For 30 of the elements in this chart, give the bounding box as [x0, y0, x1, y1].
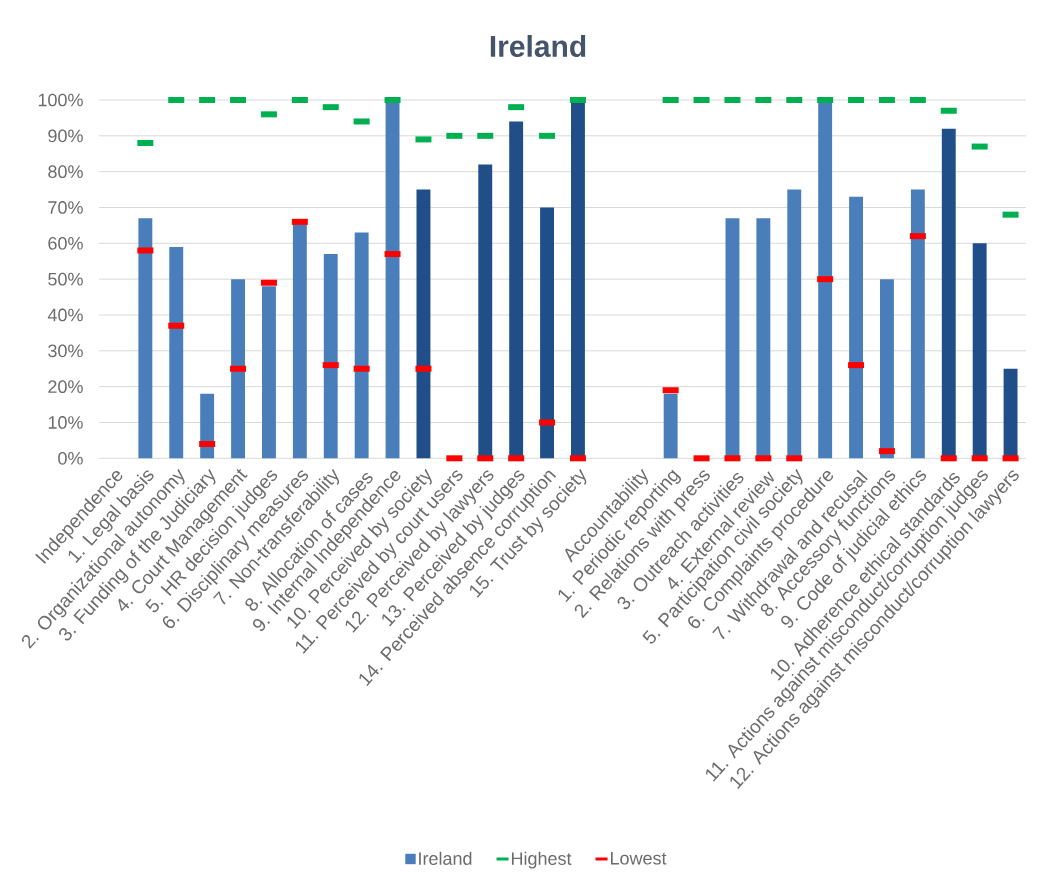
y-tick-label: 100% [38, 93, 83, 107]
legend-label: Lowest [611, 852, 667, 865]
bar [231, 279, 245, 459]
y-tick-label: 0% [58, 451, 83, 465]
bar [200, 393, 215, 459]
bar [910, 189, 925, 459]
bar [138, 218, 153, 459]
y-tick-label: 70% [48, 201, 83, 214]
y-tick-label: 30% [48, 344, 83, 358]
bar [323, 254, 338, 459]
y-tick-label: 20% [48, 380, 83, 394]
bar [169, 246, 184, 459]
y-tick-label: 10% [48, 416, 83, 429]
bar [385, 100, 400, 459]
bar [880, 279, 894, 459]
bar [540, 207, 555, 459]
y-tick-label: 60% [48, 236, 83, 250]
bar [849, 196, 864, 459]
bar [262, 286, 276, 459]
chart-title: Ireland [490, 34, 586, 58]
legend-label: Highest [511, 851, 572, 869]
y-tick-label: 90% [48, 129, 83, 143]
bar [354, 232, 369, 459]
legend-label: Ireland [419, 851, 472, 865]
y-tick-label: 80% [48, 165, 83, 179]
bar [416, 189, 431, 459]
y-tick-label: 40% [47, 308, 83, 322]
bar [663, 393, 678, 459]
bar [818, 100, 833, 459]
y-tick-label: 50% [48, 272, 83, 286]
